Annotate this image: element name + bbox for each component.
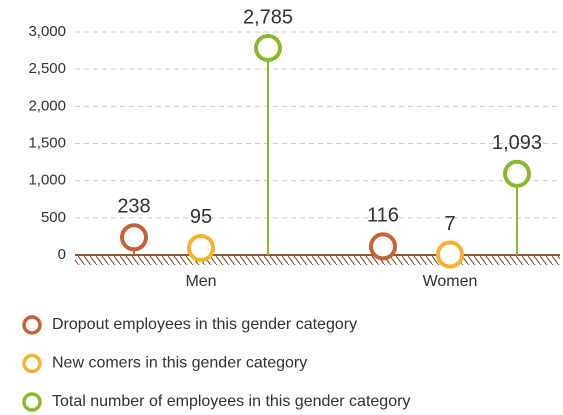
marker — [120, 223, 148, 252]
value-label: 1,093 — [492, 132, 542, 154]
y-tick-label: 0 — [58, 246, 66, 263]
legend-marker — [22, 353, 42, 374]
value-label: 238 — [117, 196, 150, 218]
legend-marker — [22, 315, 42, 335]
marker — [503, 159, 531, 188]
y-tick-label: 2,000 — [28, 97, 66, 114]
marker — [436, 240, 464, 269]
y-tick-label: 1,000 — [28, 172, 66, 189]
marker — [369, 232, 397, 261]
value-label: 2,785 — [243, 6, 293, 28]
marker — [187, 233, 215, 262]
ground-hatch — [75, 256, 560, 265]
legend-marker — [22, 392, 42, 412]
legend-label: Dropout employees in this gender categor… — [52, 316, 357, 333]
y-tick-label: 3,000 — [28, 23, 66, 40]
legend-label: Total number of employees in this gender… — [52, 393, 410, 410]
x-tick-label: Men — [185, 273, 216, 290]
y-tick-label: 2,500 — [28, 60, 66, 77]
x-tick-label: Women — [423, 273, 478, 290]
value-label: 116 — [367, 205, 399, 227]
value-label: 95 — [190, 206, 212, 228]
y-tick-label: 500 — [41, 209, 66, 226]
y-tick-label: 1,500 — [28, 134, 66, 151]
legend-label: New comers in this gender category — [52, 355, 307, 372]
marker — [254, 33, 282, 62]
value-label: 7 — [444, 213, 455, 235]
